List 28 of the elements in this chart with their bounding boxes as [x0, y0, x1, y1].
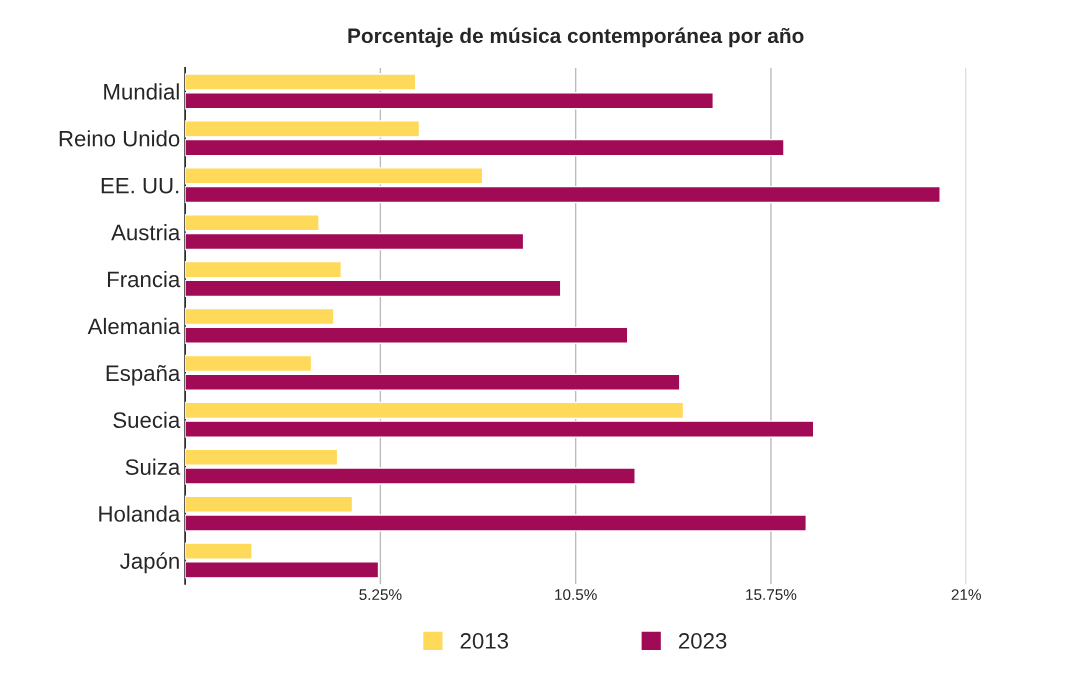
bar [185, 260, 343, 279]
bar [185, 232, 525, 251]
bar [185, 326, 629, 344]
legend-label: 2013 [460, 633, 509, 649]
bar [185, 214, 320, 232]
legend-label: 2023 [679, 633, 727, 649]
y-tick-label: EE. UU. [101, 177, 179, 194]
y-tick-label: Austria [111, 224, 181, 241]
x-tick-label: 5.25% [359, 589, 402, 601]
chart-title: Porcentaje de música contemporánea por año [348, 27, 804, 48]
x-tick-label: 21% [951, 589, 981, 600]
bar [185, 167, 484, 185]
bar [185, 373, 681, 391]
y-tick-label: Japón [120, 552, 179, 574]
y-tick-label: Holanda [99, 505, 181, 522]
y-tick-label: Reino Unido [59, 130, 180, 147]
bar [185, 279, 562, 298]
y-tick-label: España [106, 364, 181, 386]
bar [185, 354, 313, 373]
bar [185, 185, 941, 204]
bar [185, 307, 335, 326]
x-tick-label: 15.75% [746, 589, 797, 601]
y-tick-label: Mundial [104, 83, 179, 100]
y-tick-label: Francia [107, 270, 181, 288]
y-tick-label: Alemania [87, 317, 181, 335]
x-tick-label: 10.5% [555, 589, 597, 601]
y-tick-label: Suiza [125, 458, 181, 475]
y-tick-label: Suecia [113, 411, 181, 429]
